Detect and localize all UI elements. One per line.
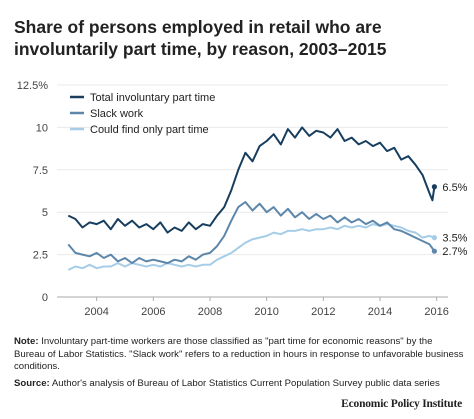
epi-logo: Economic Policy Institute xyxy=(341,398,462,410)
y-tick-label: 5 xyxy=(42,207,48,219)
y-tick-label: 2.5 xyxy=(33,250,48,262)
chart-title: Share of persons employed in retail who … xyxy=(14,17,387,59)
end-label-0: 6.5% xyxy=(442,182,467,194)
x-tick-label: 2016 xyxy=(424,306,448,318)
note-text: Involuntary part-time workers are those … xyxy=(14,336,464,372)
x-tick-label: 2008 xyxy=(198,306,222,318)
source-text: Author's analysis of Bureau of Labor Sta… xyxy=(51,378,440,389)
series-line-0 xyxy=(67,126,436,234)
note-label: Note: xyxy=(14,336,39,347)
gridlines xyxy=(57,84,448,256)
series-end-dot-1 xyxy=(431,248,437,254)
legend-label: Total involuntary part time xyxy=(90,92,215,104)
y-tick-label: 12.5% xyxy=(17,80,48,92)
end-label-1: 2.7% xyxy=(442,246,467,258)
y-tick-label: 7.5 xyxy=(33,165,48,177)
series-end-dot-0 xyxy=(431,184,437,190)
series-line-2 xyxy=(67,223,435,271)
x-axis-ticks: 2004 2006 2008 2010 2012 2014 2016 xyxy=(84,297,449,318)
series-end-dot-2 xyxy=(431,235,437,241)
x-tick-label: 2006 xyxy=(141,306,165,318)
x-tick-label: 2012 xyxy=(311,306,335,318)
end-label-2: 3.5% xyxy=(442,233,467,245)
series-line-1 xyxy=(67,201,436,265)
source-label: Source: xyxy=(14,378,50,389)
legend-label: Slack work xyxy=(90,108,144,120)
x-tick-label: 2014 xyxy=(368,306,392,318)
x-tick-label: 2004 xyxy=(84,306,108,318)
y-tick-label: 10 xyxy=(36,122,48,134)
x-tick-label: 2010 xyxy=(254,306,278,318)
chart-source: Source: Author's analysis of Bureau of L… xyxy=(14,378,464,391)
y-axis-ticks: 0 2.5 5 7.5 10 12.5% xyxy=(17,80,48,304)
series-lines xyxy=(67,126,437,271)
legend-label: Could find only part time xyxy=(90,124,209,136)
chart-note: Note: Involuntary part-time workers are … xyxy=(14,336,464,374)
legend: Total involuntary part time Slack work Cou… xyxy=(70,92,215,136)
y-tick-label: 0 xyxy=(42,292,48,304)
line-chart: 0 2.5 5 7.5 10 12.5% 2004 2006 2008 2010 2012 2014… xyxy=(17,80,468,318)
end-labels: 6.5% 2.7%3.5% xyxy=(442,182,467,258)
